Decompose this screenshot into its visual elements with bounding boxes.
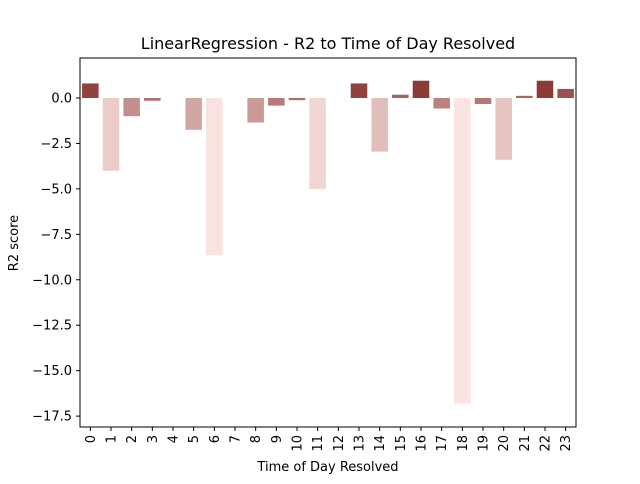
x-tick-label: 7 bbox=[229, 435, 244, 443]
x-tick-label: 9 bbox=[270, 435, 285, 443]
bar-10 bbox=[288, 97, 306, 101]
bar-11 bbox=[309, 97, 326, 189]
bar-19 bbox=[474, 97, 492, 104]
plot-frame bbox=[79, 57, 577, 428]
x-tick-label: 11 bbox=[311, 435, 326, 452]
bar-21 bbox=[516, 95, 533, 98]
bar-18 bbox=[454, 97, 471, 404]
bar-16 bbox=[412, 80, 430, 98]
y-tick-label: −7.5 bbox=[40, 228, 72, 243]
bars-layer bbox=[82, 80, 574, 404]
x-axis: 0 1 2 3 4 5 6 7 8 9 10 11 12 13 14 15 16 17 18 19 20 21 22 23 bbox=[84, 427, 574, 452]
bar-2 bbox=[123, 97, 140, 117]
x-tick-label: 3 bbox=[146, 435, 161, 443]
x-tick-label: 20 bbox=[497, 435, 512, 452]
y-tick-label: −2.5 bbox=[40, 137, 72, 152]
bar-13 bbox=[350, 83, 368, 98]
bar-5 bbox=[185, 97, 202, 130]
bar-22 bbox=[536, 80, 554, 98]
x-tick-label: 16 bbox=[415, 435, 430, 452]
bar-1 bbox=[102, 97, 120, 171]
bar-8 bbox=[247, 97, 264, 123]
bar-9 bbox=[268, 97, 285, 106]
x-tick-label: 8 bbox=[249, 435, 264, 443]
x-tick-label: 21 bbox=[518, 435, 533, 452]
y-axis-label: R2 score bbox=[7, 215, 22, 271]
x-tick-label: 0 bbox=[84, 435, 99, 443]
y-tick-label: 0.0 bbox=[51, 91, 72, 106]
bar-6 bbox=[206, 97, 223, 256]
x-tick-label: 10 bbox=[291, 435, 306, 452]
x-tick-label: 2 bbox=[125, 435, 140, 443]
y-tick-label: −10.0 bbox=[32, 273, 72, 288]
x-axis-label: Time of Day Resolved bbox=[256, 460, 398, 475]
x-tick-label: 22 bbox=[539, 435, 554, 452]
bar-14 bbox=[371, 97, 388, 152]
x-tick-label: 23 bbox=[559, 435, 574, 452]
bar-17 bbox=[433, 97, 450, 109]
y-tick-label: −15.0 bbox=[32, 364, 72, 379]
x-tick-label: 13 bbox=[353, 435, 368, 452]
x-tick-label: 5 bbox=[187, 435, 202, 443]
x-tick-label: 19 bbox=[477, 435, 492, 452]
x-tick-label: 12 bbox=[332, 435, 347, 452]
x-tick-label: 1 bbox=[105, 435, 120, 443]
bar-15 bbox=[392, 94, 409, 98]
chart-title: LinearRegression - R2 to Time of Day Res… bbox=[141, 34, 515, 53]
x-tick-label: 14 bbox=[373, 435, 388, 452]
bar-3 bbox=[144, 97, 161, 101]
bar-20 bbox=[495, 97, 512, 160]
bar-23 bbox=[557, 88, 574, 98]
x-tick-label: 17 bbox=[435, 435, 450, 452]
y-tick-label: −12.5 bbox=[32, 319, 72, 334]
y-axis: 0.0 −2.5 −5.0 −7.5 −10.0 −12.5 −15.0 −17.5 bbox=[32, 91, 80, 425]
x-tick-label: 15 bbox=[394, 435, 409, 452]
y-tick-label: −5.0 bbox=[40, 182, 72, 197]
y-tick-label: −17.5 bbox=[32, 410, 72, 425]
bar-0 bbox=[82, 83, 99, 98]
x-tick-label: 18 bbox=[456, 435, 471, 452]
x-tick-label: 4 bbox=[167, 435, 182, 443]
x-tick-label: 6 bbox=[208, 435, 223, 443]
